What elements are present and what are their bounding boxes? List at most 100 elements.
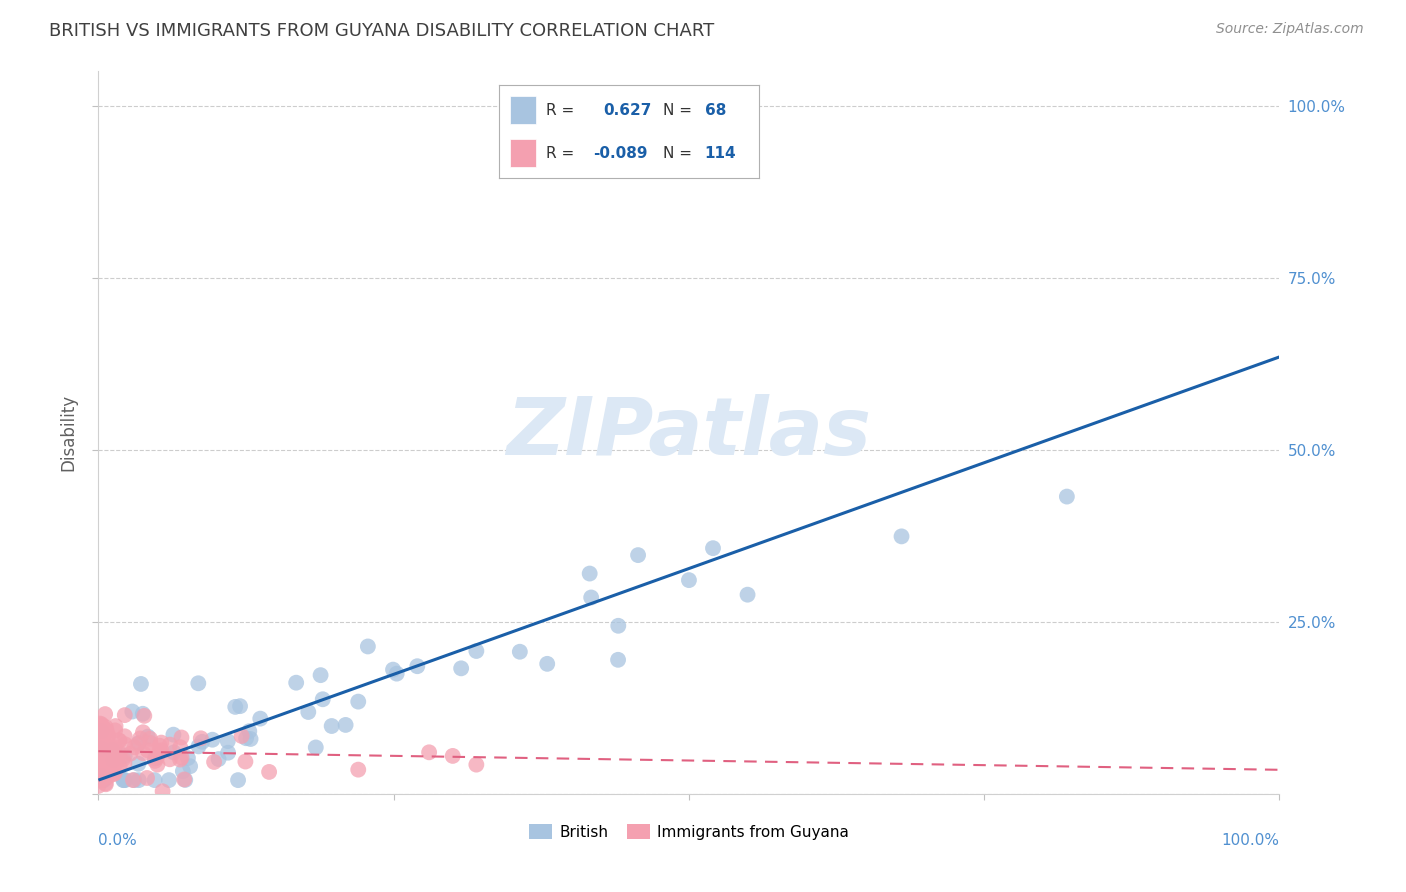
Point <box>207 752 229 766</box>
Point <box>108 759 131 773</box>
Point <box>94 776 117 790</box>
Point <box>90 765 112 780</box>
Point <box>217 734 239 748</box>
Point <box>94 760 117 774</box>
Point <box>121 705 143 719</box>
Point <box>127 756 149 771</box>
Point <box>114 749 136 764</box>
Text: 100.0%: 100.0% <box>1222 833 1279 847</box>
Legend: British, Immigrants from Guyana: British, Immigrants from Guyana <box>522 817 856 847</box>
Point <box>94 754 117 768</box>
Point <box>93 763 115 777</box>
Point <box>96 753 118 767</box>
Point <box>89 732 111 747</box>
Point <box>235 755 257 769</box>
Point <box>441 748 464 763</box>
Point <box>90 745 112 759</box>
Point <box>702 541 724 556</box>
Point <box>94 707 117 722</box>
Point <box>101 743 124 757</box>
Point <box>114 729 136 743</box>
Text: -0.089: -0.089 <box>593 145 647 161</box>
Text: R =: R = <box>546 103 574 118</box>
Point <box>101 741 124 756</box>
Point <box>191 735 214 749</box>
Point <box>94 720 117 734</box>
Point <box>89 727 111 741</box>
Point <box>90 744 112 758</box>
Point <box>91 746 114 760</box>
Point <box>122 773 145 788</box>
Point <box>321 719 343 733</box>
Point <box>312 692 335 706</box>
Text: BRITISH VS IMMIGRANTS FROM GUYANA DISABILITY CORRELATION CHART: BRITISH VS IMMIGRANTS FROM GUYANA DISABI… <box>49 22 714 40</box>
Point <box>129 731 152 746</box>
Point <box>101 757 124 772</box>
Point <box>578 566 600 581</box>
Point <box>335 718 357 732</box>
Point <box>139 731 162 746</box>
Point <box>170 750 193 764</box>
Point <box>89 773 111 788</box>
Point <box>112 773 135 788</box>
Point <box>93 773 115 788</box>
Text: 114: 114 <box>704 145 737 161</box>
Point <box>239 731 262 746</box>
Point <box>90 741 112 756</box>
Point <box>87 762 110 776</box>
Point <box>120 747 142 761</box>
Point <box>173 772 195 787</box>
Point <box>169 753 191 767</box>
Point <box>128 736 150 750</box>
Point <box>297 705 319 719</box>
Point <box>172 764 194 779</box>
Point <box>450 661 472 675</box>
Text: N =: N = <box>664 103 692 118</box>
Text: 0.0%: 0.0% <box>98 833 138 847</box>
Point <box>229 699 252 714</box>
Point <box>132 725 155 739</box>
Point <box>305 740 328 755</box>
Point <box>94 753 117 767</box>
Point <box>149 739 172 753</box>
Point <box>87 779 110 793</box>
Point <box>157 773 180 788</box>
Point <box>127 737 149 751</box>
Point <box>235 731 257 746</box>
Point <box>91 767 114 781</box>
Point <box>87 753 110 767</box>
Point <box>98 755 121 769</box>
Point <box>179 759 201 773</box>
Point <box>97 731 120 745</box>
Point <box>170 731 193 745</box>
Point <box>93 729 115 743</box>
Point <box>536 657 558 671</box>
Point <box>91 760 114 774</box>
Point <box>231 729 253 743</box>
Point <box>249 712 271 726</box>
Point <box>108 733 131 747</box>
Point <box>100 743 122 757</box>
Text: 68: 68 <box>704 103 725 118</box>
Point <box>465 644 488 658</box>
Point <box>150 743 173 757</box>
Point <box>347 763 370 777</box>
Point <box>107 733 129 747</box>
Point <box>143 754 166 768</box>
Point <box>285 675 308 690</box>
Point <box>97 770 120 784</box>
Point <box>100 755 122 769</box>
Point <box>103 740 125 755</box>
Point <box>385 666 408 681</box>
Point <box>90 733 112 747</box>
Point <box>96 739 118 754</box>
Point <box>94 744 117 758</box>
Point <box>382 663 405 677</box>
Point <box>627 548 650 562</box>
Point <box>112 773 135 788</box>
Point <box>93 726 115 740</box>
Point <box>103 749 125 764</box>
Point <box>309 668 332 682</box>
Point <box>112 752 135 766</box>
Point <box>152 784 174 798</box>
